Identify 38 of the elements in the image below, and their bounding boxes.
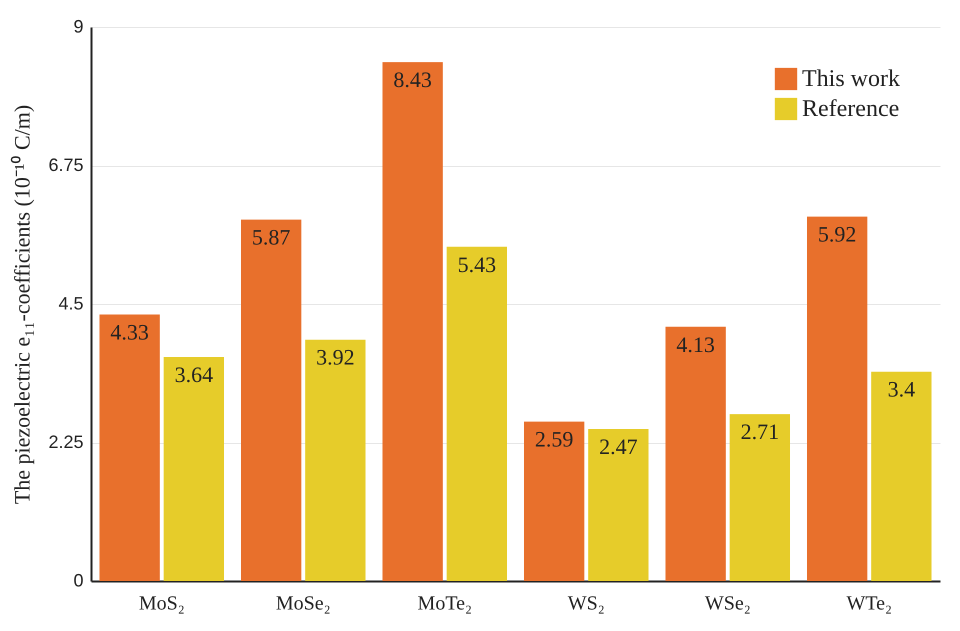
x-tick-label: WTe₂ bbox=[846, 592, 892, 614]
bar bbox=[588, 428, 649, 581]
data-label: 3.4 bbox=[888, 376, 916, 402]
bar bbox=[871, 372, 932, 581]
x-tick-label: MoSe₂ bbox=[276, 592, 331, 614]
x-tick-label: WS₂ bbox=[568, 592, 605, 614]
bar bbox=[99, 314, 160, 581]
data-label: 4.33 bbox=[110, 319, 149, 344]
data-label: 2.47 bbox=[599, 434, 638, 459]
bar bbox=[806, 216, 868, 581]
bar bbox=[665, 326, 726, 581]
y-axis-title: The piezoelectric e₁₁-coefficients (10⁻¹⁰ C/m) bbox=[9, 104, 34, 504]
data-label: 2.59 bbox=[534, 426, 574, 452]
y-tick-label: 9 bbox=[73, 16, 84, 36]
data-label: 8.43 bbox=[393, 67, 432, 92]
data-label: 5.43 bbox=[458, 252, 496, 277]
data-label: 4.13 bbox=[676, 332, 715, 357]
bar bbox=[240, 220, 302, 581]
legend-label: This work bbox=[802, 66, 900, 92]
y-tick-label: 4.5 bbox=[58, 294, 84, 314]
x-tick-label: MoTe₂ bbox=[418, 592, 472, 614]
y-tick-label: 0 bbox=[73, 570, 84, 590]
bar bbox=[382, 62, 443, 581]
bar bbox=[524, 422, 584, 581]
data-label: 2.71 bbox=[740, 419, 780, 444]
y-tick-label: 6.75 bbox=[48, 155, 84, 175]
legend-label: Reference bbox=[802, 96, 900, 122]
data-label: 5.92 bbox=[818, 222, 856, 247]
bar bbox=[730, 414, 790, 581]
x-tick-label: MoS₂ bbox=[138, 592, 185, 614]
bar bbox=[446, 246, 508, 581]
bar bbox=[164, 356, 224, 581]
data-label: 5.87 bbox=[252, 224, 290, 250]
data-label: 3.92 bbox=[316, 344, 355, 370]
x-tick-label: WSe₂ bbox=[704, 592, 751, 614]
y-tick-label: 2.25 bbox=[48, 432, 84, 452]
data-label: 3.64 bbox=[174, 362, 214, 387]
bar bbox=[305, 340, 366, 581]
